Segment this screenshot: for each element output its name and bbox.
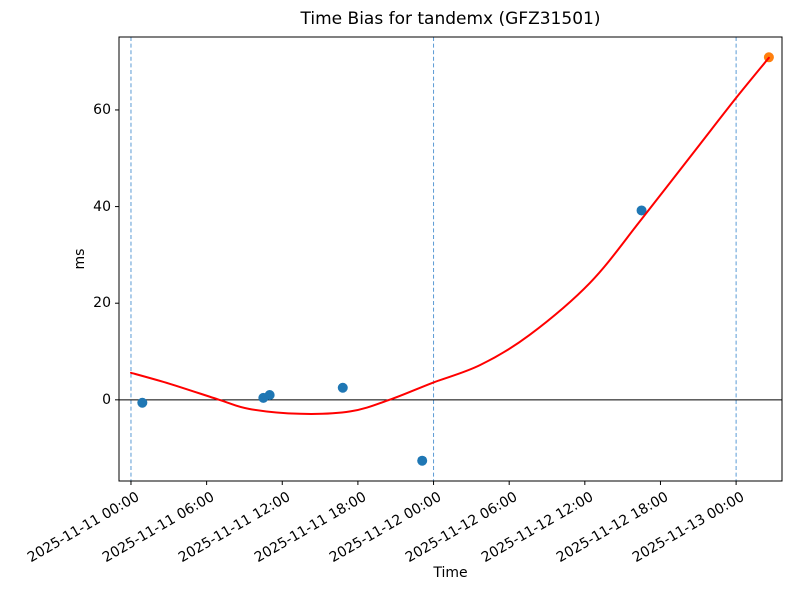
y-tick-label: 40: [93, 198, 111, 215]
polynomial-fit: [130, 56, 770, 415]
x-axis-label: Time: [433, 565, 468, 581]
y-tick-label: 20: [93, 295, 111, 312]
chart-title: Time Bias for tandemx (GFZ31501): [300, 9, 601, 29]
time-bias-observations-point: [417, 455, 428, 466]
y-tick-label: 0: [102, 391, 111, 408]
time-bias-observations-point: [264, 390, 275, 401]
time-bias-observations-point: [137, 397, 148, 408]
axes-spines: [118, 36, 783, 482]
y-tick-label: 60: [93, 101, 111, 118]
time-bias-observations-point: [636, 205, 647, 216]
time-bias-observations-point: [337, 382, 348, 393]
